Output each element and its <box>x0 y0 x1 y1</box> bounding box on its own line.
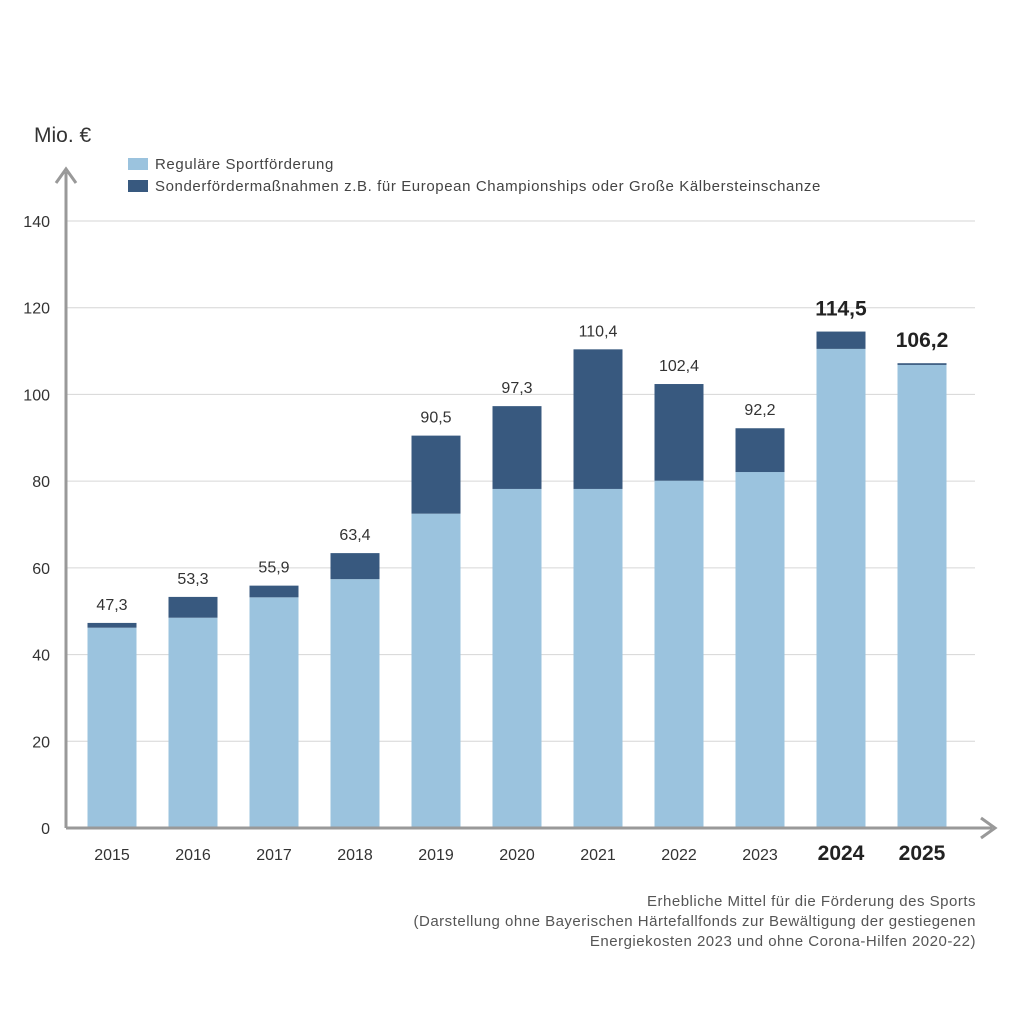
bar-segment-regular <box>330 579 380 828</box>
bar-segment-special <box>87 622 137 628</box>
legend-item-special: Sonderfördermaßnahmen z.B. für European … <box>128 175 821 197</box>
y-tick-label: 100 <box>23 387 50 404</box>
legend-swatch-special <box>128 180 148 192</box>
legend-item-regular: Reguläre Sportförderung <box>128 153 821 175</box>
bar-segment-regular <box>87 627 137 828</box>
bar-segment-special <box>573 349 623 489</box>
bar-total-label: 110,4 <box>579 323 618 340</box>
legend-label-regular: Reguläre Sportförderung <box>155 155 334 173</box>
bar-segment-regular <box>816 348 866 828</box>
bar-total-label: 106,2 <box>896 329 949 352</box>
y-tick-label: 0 <box>41 821 50 838</box>
bar-segment-regular <box>573 488 623 828</box>
bar-total-label: 102,4 <box>659 358 699 375</box>
y-axis-unit-label: Mio. € <box>34 124 92 147</box>
bar-total-label: 55,9 <box>258 560 289 577</box>
x-tick-label: 2024 <box>818 842 865 865</box>
bar-segment-special <box>411 435 461 514</box>
bar-total-label: 47,3 <box>96 597 127 614</box>
y-tick-label: 120 <box>23 301 50 318</box>
bar-total-label: 53,3 <box>177 571 208 588</box>
caption-line-1: Erhebliche Mittel für die Förderung des … <box>647 893 976 910</box>
x-tick-label: 2023 <box>742 847 778 864</box>
x-tick-label: 2019 <box>418 847 454 864</box>
x-tick-label: 2015 <box>94 847 130 864</box>
bar-segment-special <box>654 384 704 481</box>
chart-caption: Erhebliche Mittel für die Förderung des … <box>276 892 976 952</box>
y-tick-label: 80 <box>32 474 50 491</box>
bar-segment-regular <box>897 364 947 828</box>
x-tick-label: 2025 <box>899 842 946 865</box>
legend-label-special: Sonderfördermaßnahmen z.B. für European … <box>155 177 821 195</box>
x-tick-label: 2022 <box>661 847 697 864</box>
x-tick-label: 2018 <box>337 847 373 864</box>
legend: Reguläre Sportförderung Sonderfördermaßn… <box>128 153 821 197</box>
x-tick-label: 2021 <box>580 847 616 864</box>
bar-segment-special <box>168 596 218 618</box>
bar-segment-regular <box>735 472 785 828</box>
bar-total-label: 92,2 <box>744 402 775 419</box>
bar-total-label: 97,3 <box>501 380 532 397</box>
caption-line-3: Energiekosten 2023 und ohne Corona-Hilfe… <box>589 933 976 950</box>
y-tick-label: 60 <box>32 561 50 578</box>
bar-segment-regular <box>168 617 218 828</box>
x-tick-label: 2016 <box>175 847 211 864</box>
bar-total-label: 90,5 <box>420 410 451 427</box>
bar-segment-special <box>816 331 866 349</box>
bar-total-label: 63,4 <box>339 527 370 544</box>
bar-segment-special <box>897 363 947 365</box>
y-tick-label: 40 <box>32 648 50 665</box>
y-axis-arrowhead <box>54 166 78 184</box>
bar-segment-regular <box>492 488 542 828</box>
bar-segment-regular <box>654 480 704 828</box>
bar-segment-special <box>492 406 542 489</box>
x-axis-arrowhead <box>980 816 998 840</box>
bar-total-label: 114,5 <box>815 298 867 321</box>
caption-line-2: (Darstellung ohne Bayerischen Härtefallf… <box>413 913 976 930</box>
x-tick-label: 2020 <box>499 847 535 864</box>
bar-segment-regular <box>411 513 461 828</box>
legend-swatch-regular <box>128 158 148 170</box>
bar-segment-special <box>330 553 380 580</box>
bar-segment-regular <box>249 597 299 828</box>
x-tick-label: 2017 <box>256 847 292 864</box>
bar-segment-special <box>249 585 299 598</box>
y-tick-label: 140 <box>23 214 50 231</box>
bar-segment-special <box>735 428 785 473</box>
y-tick-label: 20 <box>32 734 50 751</box>
